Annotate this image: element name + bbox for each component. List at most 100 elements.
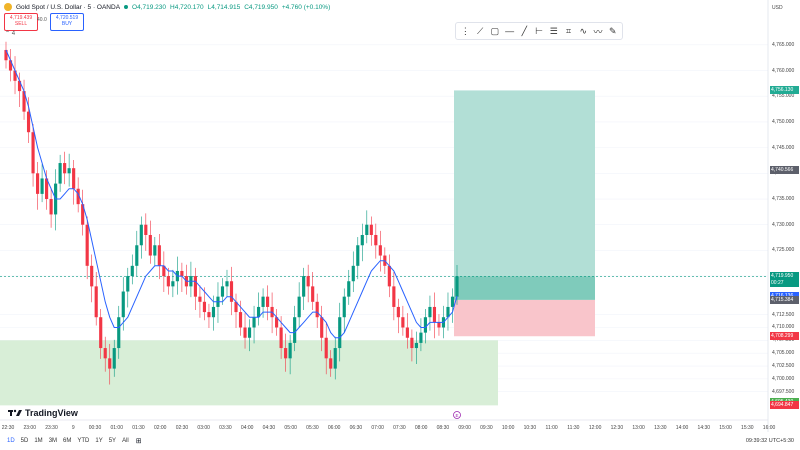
- candle-body: [4, 49, 8, 61]
- price-tick: 4,760.000: [772, 67, 795, 74]
- horizontal-line-icon[interactable]: —: [505, 26, 515, 36]
- time-tick: 23:00: [23, 425, 36, 431]
- price-tick: 4,735.000: [772, 196, 795, 202]
- candle-body: [369, 224, 373, 235]
- symbol-title[interactable]: Gold Spot / U.S. Dollar · 5 · OANDA: [16, 3, 121, 11]
- collapse-chevron-icon[interactable]: ⌃ 4: [5, 31, 16, 37]
- price-label-target[interactable]: 4,756.130: [770, 86, 799, 95]
- candle-body: [423, 317, 428, 333]
- candle-body: [275, 317, 279, 328]
- candle-body: [347, 281, 351, 297]
- trend-line-icon[interactable]: ╱: [521, 25, 528, 36]
- currency-label[interactable]: USD: [772, 5, 783, 11]
- timeframe-1m[interactable]: 1M: [34, 438, 43, 444]
- candle-body: [94, 286, 98, 318]
- candle-body: [410, 337, 414, 349]
- candle-body: [338, 317, 342, 349]
- price-label-entry[interactable]: 4,715.384: [770, 295, 799, 304]
- price-label-last[interactable]: 4,719.950: [770, 272, 799, 281]
- tradingview-logo[interactable]: TradingView: [8, 408, 78, 418]
- tradingview-icon: [8, 409, 22, 416]
- candle-body: [202, 301, 207, 313]
- timeframe-5y[interactable]: 5Y: [108, 438, 117, 444]
- candle-body: [40, 178, 44, 194]
- time-tick: 13:00: [632, 425, 645, 431]
- timeframe-all[interactable]: All: [122, 438, 129, 444]
- drag-handle-icon[interactable]: ⋮: [460, 25, 470, 36]
- candle-body: [220, 286, 225, 297]
- rectangle-icon[interactable]: ▢: [490, 25, 500, 36]
- price-label-countdown[interactable]: 00:27: [770, 279, 799, 288]
- price-tick: 4,700.000: [772, 375, 795, 382]
- candle-body: [103, 348, 107, 359]
- price-axis[interactable]: USD 4,765.000 4,760.000 4,755.000 4,750.000…: [768, 0, 800, 440]
- timeframe-1y[interactable]: 1Y: [95, 438, 103, 444]
- candle-body: [256, 306, 261, 318]
- price-label-zone_bottom[interactable]: 4,694.847: [770, 401, 799, 410]
- brush-icon[interactable]: ∿: [579, 25, 588, 36]
- candle-body: [392, 286, 396, 307]
- timeframe-5d[interactable]: 5D: [20, 438, 29, 444]
- time-tick: 09:30: [480, 425, 493, 431]
- price-tick: 4,745.000: [772, 144, 795, 151]
- candle-body: [378, 245, 382, 256]
- timeframe-6m[interactable]: 6M: [63, 438, 72, 444]
- price-tick: 4,712.500: [772, 311, 795, 318]
- candle-body: [26, 111, 31, 133]
- time-tick: 10:00: [501, 425, 515, 431]
- time-tick: 9: [71, 425, 75, 431]
- text-list-icon[interactable]: ☰: [549, 25, 558, 36]
- target-zone[interactable]: [454, 90, 595, 300]
- candle-body: [211, 306, 216, 318]
- candle-body: [35, 173, 40, 194]
- buy-button[interactable]: 4,720.519 BUY: [50, 13, 84, 31]
- moving-average-line: [5, 49, 458, 339]
- event-icon[interactable]: [453, 411, 461, 419]
- goto-date-icon[interactable]: ⊞: [135, 438, 142, 445]
- candle-body: [455, 276, 459, 297]
- candle-body: [419, 332, 423, 343]
- price-label-stop[interactable]: 4,708.299: [770, 332, 799, 341]
- timeframe-ytd[interactable]: YTD: [77, 438, 90, 444]
- price-tick: 4,710.000: [772, 324, 795, 331]
- time-tick: 06:00: [327, 425, 341, 431]
- measure-icon[interactable]: ⌗: [565, 25, 572, 36]
- candle-body: [198, 296, 202, 302]
- path-icon[interactable]: 〰: [593, 26, 603, 37]
- demand-zone[interactable]: [0, 340, 498, 406]
- ruler-icon[interactable]: ✎: [608, 25, 617, 36]
- time-tick: 04:30: [262, 425, 276, 431]
- price-tick: 4,750.000: [772, 118, 795, 125]
- sell-label: SELL: [14, 21, 28, 27]
- candle-body: [99, 317, 103, 349]
- timeframe-3m[interactable]: 3M: [48, 438, 58, 444]
- candle-body: [180, 270, 184, 277]
- time-tick: 03:00: [197, 425, 210, 431]
- time-tick: 03:30: [219, 425, 232, 431]
- candle-body: [401, 317, 405, 328]
- clock[interactable]: 09:39:32 UTC+5:30: [745, 438, 794, 444]
- timeframe-1d[interactable]: 1D: [7, 438, 15, 444]
- horizontal-ray-icon[interactable]: ⊢: [535, 25, 543, 36]
- stop-zone[interactable]: [454, 299, 595, 337]
- sell-button[interactable]: 4,719.439 SELL: [4, 13, 38, 31]
- candle-body: [302, 276, 306, 297]
- time-tick: 04:00: [240, 425, 254, 431]
- price-tick: 4,707.500: [772, 337, 795, 344]
- candle-body: [153, 245, 157, 256]
- candle-body: [387, 265, 391, 287]
- candle-body: [356, 245, 360, 266]
- candle-body: [333, 348, 337, 369]
- time-tick: 22:30: [1, 425, 15, 431]
- candle-body: [130, 265, 134, 277]
- time-tick: 05:30: [306, 425, 319, 431]
- candle-body: [414, 342, 418, 349]
- candle-body: [225, 281, 229, 287]
- candle-body: [266, 296, 270, 307]
- candle-body: [293, 317, 297, 343]
- price-tick: 4,705.000: [772, 350, 795, 357]
- candle-body: [432, 306, 437, 323]
- long-position-icon[interactable]: ⟋: [476, 25, 484, 36]
- price-label-marker[interactable]: 4,740.566: [770, 166, 799, 175]
